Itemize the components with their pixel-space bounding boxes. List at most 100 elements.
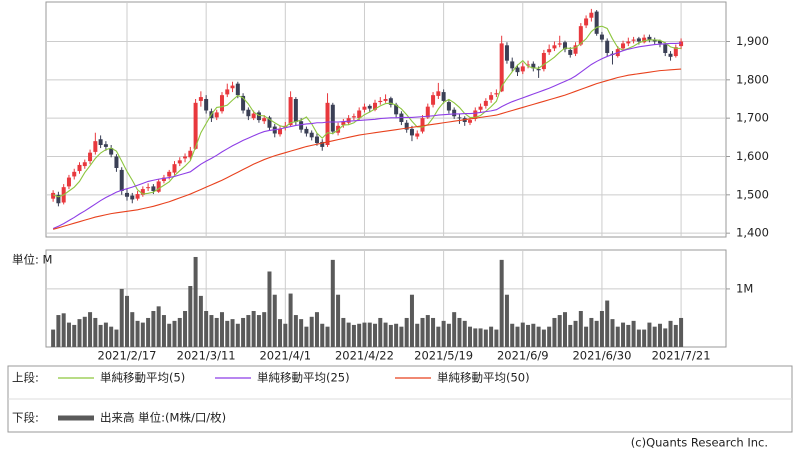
volume-bar — [330, 259, 335, 347]
legend-entry: 単純移動平均(5) — [100, 371, 185, 385]
volume-bar — [135, 320, 140, 347]
volume-bar — [547, 326, 552, 347]
candle-body — [156, 181, 161, 192]
volume-bar — [399, 326, 404, 347]
candle-body — [135, 194, 140, 199]
candle-body — [304, 128, 309, 134]
candle-body — [183, 156, 188, 159]
volume-bar — [473, 328, 478, 347]
candle-body — [594, 11, 599, 34]
y-tick-label: 1,700 — [736, 111, 769, 125]
candle-body — [409, 128, 414, 136]
volume-bar — [309, 316, 314, 347]
candle-body — [478, 106, 483, 110]
candle-body — [325, 102, 330, 145]
volume-bar — [262, 312, 267, 347]
volume-bar — [573, 320, 578, 347]
volume-bar — [605, 300, 610, 347]
candle-body — [362, 106, 367, 110]
volume-bar — [140, 322, 145, 347]
candle-body — [214, 112, 219, 118]
volume-bar — [93, 317, 98, 347]
candle-body — [346, 118, 351, 123]
candle-body — [663, 44, 668, 53]
volume-bar — [415, 323, 420, 347]
candle-body — [82, 162, 87, 167]
volume-bar — [299, 319, 304, 347]
candle-body — [636, 38, 641, 42]
candle-body — [557, 43, 562, 45]
volume-bar — [568, 324, 573, 347]
y-tick-label: 1,800 — [736, 72, 769, 86]
volume-bar — [557, 315, 562, 347]
volume-bar — [520, 322, 525, 347]
volume-bar — [541, 329, 546, 347]
candle-body — [151, 186, 156, 191]
candle-body — [373, 102, 378, 110]
candle-body — [177, 160, 182, 164]
candle-body — [103, 144, 108, 147]
volume-bar — [668, 320, 673, 347]
candle-body — [351, 116, 356, 118]
candle-body — [573, 45, 578, 54]
candle-body — [309, 132, 314, 138]
volume-bar — [409, 294, 414, 347]
candle-body — [51, 192, 56, 199]
candle-body — [88, 152, 93, 162]
volume-bar — [230, 319, 235, 347]
volume-bar — [404, 317, 409, 347]
volume-bar — [425, 315, 430, 347]
legend-entry: 単純移動平均(25) — [257, 371, 350, 385]
volume-bar — [341, 317, 346, 347]
volume-bar — [494, 329, 499, 347]
x-tick-label: 2021/6/30 — [572, 349, 631, 363]
x-tick-label: 2021/4/22 — [335, 349, 394, 363]
x-tick-label: 2021/5/19 — [414, 349, 473, 363]
price-panel — [45, 1, 727, 238]
candle-body — [584, 18, 589, 26]
volume-bar — [183, 310, 188, 347]
volume-bar — [378, 317, 383, 347]
volume-bar — [283, 323, 288, 347]
candle-body — [367, 105, 372, 109]
candle-body — [494, 93, 499, 95]
candle-body — [262, 118, 267, 122]
volume-bar — [109, 326, 114, 347]
candle-body — [436, 91, 441, 96]
volume-bar — [504, 294, 509, 347]
candle-body — [77, 164, 82, 172]
volume-bar — [177, 317, 182, 347]
candle-body — [457, 117, 462, 119]
volume-bar — [72, 324, 77, 347]
candle-body — [420, 118, 425, 132]
candle-body — [468, 120, 473, 123]
legend-label: 上段: — [12, 371, 39, 385]
candle-body — [431, 95, 436, 105]
candle-body — [125, 192, 129, 197]
candle-body — [589, 12, 594, 18]
legend-entry: 単純移動平均(50) — [437, 371, 530, 385]
volume-bar — [346, 322, 351, 347]
candle-body — [256, 112, 261, 121]
volume-bar — [214, 317, 219, 347]
volume-bar — [657, 323, 662, 347]
ma-line — [52, 68, 682, 230]
volume-bar — [219, 312, 224, 347]
candle-body — [510, 61, 515, 69]
candle-body — [320, 141, 325, 147]
candle-body — [72, 171, 77, 177]
candle-body — [547, 49, 552, 53]
volume-bar — [652, 326, 657, 347]
candle-body — [526, 64, 531, 66]
candle-body — [146, 187, 151, 189]
volume-bar — [103, 322, 108, 347]
volume-bar — [56, 315, 61, 347]
candle-body — [98, 139, 103, 145]
volume-bar — [626, 324, 631, 347]
volume-bar — [267, 271, 272, 347]
volume-bar — [589, 317, 594, 347]
candle-body — [130, 195, 135, 200]
candle-body — [441, 92, 446, 101]
candle-body — [56, 194, 61, 204]
